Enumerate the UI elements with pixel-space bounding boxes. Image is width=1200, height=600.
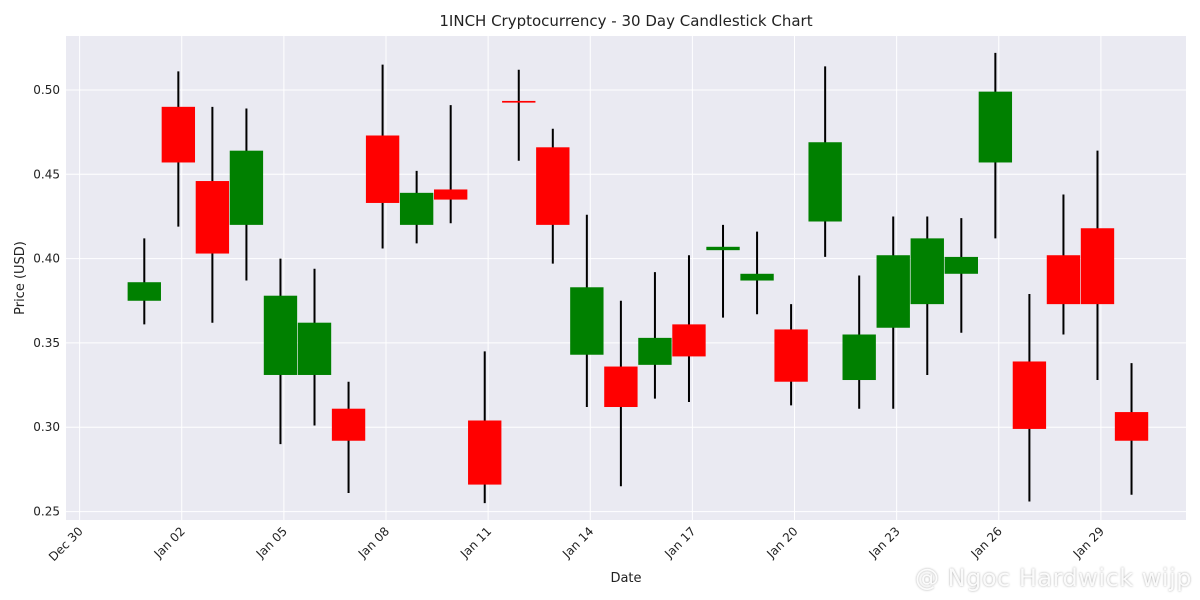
candle-up (910, 216, 944, 375)
y-tick-label: 0.25 (33, 505, 60, 519)
candle-down (1012, 294, 1047, 502)
candle-body (1012, 361, 1047, 429)
candle-up (808, 66, 842, 257)
diamond-logo-icon (889, 567, 911, 589)
candle-body (399, 192, 434, 225)
x-tick-label: Jan 20 (763, 524, 800, 561)
y-tick-label: 0.30 (33, 420, 60, 434)
y-tick-label: 0.40 (33, 252, 60, 266)
candle-body (706, 246, 740, 251)
y-tick-label: 0.45 (33, 167, 60, 181)
candle-up (263, 258, 298, 445)
candle-body (740, 273, 774, 281)
candle-body (536, 147, 570, 225)
grid-layer (66, 36, 1186, 520)
candle-body (365, 135, 400, 203)
candle-up (978, 52, 1013, 239)
candle-up (297, 268, 332, 426)
candle-down (365, 64, 400, 249)
candle-body (570, 287, 604, 355)
candle-down (1080, 150, 1115, 381)
x-tick-label: Jan 29 (1070, 524, 1107, 561)
candle-body (1080, 228, 1115, 305)
y-tick-label: 0.35 (33, 336, 60, 350)
x-tick-label: Dec 30 (46, 524, 86, 564)
candle-down (434, 105, 468, 224)
candle-up (399, 170, 434, 244)
candle-body (1114, 412, 1149, 441)
candle-body (876, 255, 910, 328)
candle-up (842, 275, 876, 409)
y-axis-ticks: 0.25 0.30 0.35 0.40 0.45 0.50 (33, 83, 60, 519)
candles (127, 52, 1149, 504)
candle-body (808, 142, 842, 222)
candle-body (468, 420, 502, 485)
candle-up (638, 272, 672, 399)
candle-down (502, 69, 536, 161)
candle-body (1046, 255, 1081, 305)
candle-body (842, 334, 876, 381)
candle-body (502, 100, 536, 103)
candle-body (195, 181, 230, 254)
chart-title: 1INCH Cryptocurrency - 30 Day Candlestic… (439, 12, 812, 30)
candle-down (331, 381, 366, 494)
candle-body (910, 238, 944, 305)
candle-down (161, 71, 196, 227)
candle-down (1114, 363, 1149, 495)
candle-up (876, 216, 910, 409)
x-axis-ticks: Dec 30 Jan 02 Jan 05 Jan 08 Jan 11 Jan 14 Jan … (46, 524, 1107, 564)
x-tick-label: Jan 05 (253, 524, 290, 561)
candle-down (195, 106, 230, 323)
candle-up (229, 108, 264, 281)
candle-down (536, 128, 570, 264)
x-tick-label: Jan 26 (968, 524, 1005, 561)
x-tick-label: Jan 02 (151, 524, 188, 561)
candle-up (127, 238, 161, 325)
candle-down (604, 300, 638, 487)
candle-down (468, 351, 502, 504)
candle-up (570, 214, 604, 408)
candle-up (706, 224, 740, 318)
candle-up (740, 231, 774, 315)
candle-body (297, 322, 332, 375)
candle-body (229, 150, 264, 225)
candle-down (672, 255, 706, 402)
y-tick-label: 0.50 (33, 83, 60, 97)
candle-body (331, 408, 366, 441)
watermark-text: @ Ngoc Hardwick wijp (915, 564, 1192, 592)
x-tick-label: Jan 23 (866, 524, 903, 561)
candle-down (774, 304, 808, 406)
plot-area (66, 36, 1186, 520)
watermark: @ Ngoc Hardwick wijp (889, 564, 1192, 592)
x-axis-label: Date (610, 571, 641, 586)
candle-body (978, 91, 1013, 163)
x-tick-label: Jan 11 (457, 524, 494, 561)
candle-body (434, 189, 468, 200)
x-tick-label: Jan 08 (355, 524, 392, 561)
candle-body (774, 329, 808, 382)
candle-body (127, 282, 161, 301)
candle-body (638, 337, 672, 365)
candle-down (1046, 194, 1081, 335)
candle-up (944, 218, 978, 333)
candle-body (263, 295, 298, 375)
x-tick-label: Jan 17 (661, 524, 698, 561)
candle-body (672, 324, 706, 357)
y-axis-label: Price (USD) (13, 241, 28, 315)
candle-body (604, 366, 638, 408)
candle-body (944, 256, 978, 274)
x-tick-label: Jan 14 (559, 524, 596, 561)
candle-body (161, 106, 196, 163)
